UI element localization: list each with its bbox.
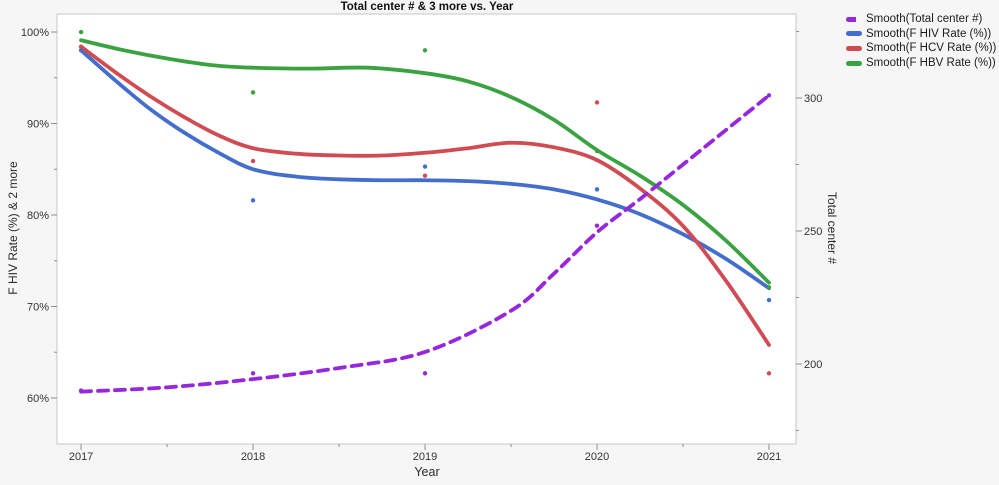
data-points: [78, 29, 772, 393]
axis-ticks: [51, 31, 802, 450]
smooth-lines: [79, 38, 771, 394]
right-axis-title: Total center #: [825, 191, 839, 265]
legend-item-0[interactable]: Smooth(Total center #): [846, 13, 996, 26]
data-point: [594, 223, 600, 228]
left-tick-label: 80%: [27, 210, 49, 222]
data-point: [250, 198, 256, 203]
legend-label: Smooth(F HBV Rate (%)): [866, 57, 996, 70]
x-tick-label: 2021: [757, 451, 781, 463]
data-point: [78, 48, 84, 53]
data-point: [766, 297, 772, 303]
legend: Smooth(Total center #) Smooth(F HIV Rate …: [846, 13, 996, 69]
data-point: [422, 164, 428, 169]
smooth-line-2: [79, 44, 771, 347]
axis-tick-labels: 60% 70% 80% 90% 100% 200 250 300 2017 2018 2019 202…: [21, 27, 823, 463]
data-point: [422, 371, 428, 376]
data-point: [250, 90, 256, 95]
data-point: [78, 29, 84, 35]
legend-item-3[interactable]: Smooth(F HBV Rate (%)): [846, 57, 996, 70]
data-point: [766, 285, 772, 290]
right-tick-label: 250: [804, 226, 822, 238]
legend-label: Smooth(F HCV Rate (%)): [866, 42, 997, 55]
right-tick-label: 200: [804, 359, 822, 371]
legend-swatch-icon: [846, 60, 862, 66]
data-point: [78, 388, 84, 393]
right-tick-label: 300: [804, 93, 822, 105]
data-point: [594, 187, 600, 192]
left-axis-title: F HIV Rate (%) & 2 more: [6, 161, 20, 295]
x-tick-label: 2018: [241, 451, 265, 463]
legend-label: Smooth(Total center #): [866, 13, 983, 26]
left-tick-label: 100%: [21, 27, 49, 39]
legend-swatch-icon: [846, 16, 862, 22]
data-point: [250, 371, 256, 376]
legend-item-2[interactable]: Smooth(F HCV Rate (%)): [846, 42, 996, 55]
legend-label: Smooth(F HIV Rate (%)): [866, 27, 992, 40]
left-tick-label: 90%: [27, 119, 49, 131]
data-point: [422, 48, 428, 53]
smooth-line-0: [79, 93, 771, 394]
x-axis-title: Year: [414, 465, 440, 479]
data-point: [766, 371, 772, 376]
x-tick-label: 2017: [69, 451, 93, 463]
data-point: [766, 93, 772, 98]
data-point: [594, 100, 600, 105]
legend-swatch-icon: [846, 31, 862, 37]
smooth-line-1: [79, 48, 771, 291]
left-tick-label: 60%: [27, 393, 49, 405]
data-point: [78, 44, 84, 49]
x-tick-label: 2020: [585, 451, 609, 463]
data-point: [594, 148, 600, 154]
x-tick-label: 2019: [413, 451, 437, 463]
legend-swatch-icon: [846, 45, 862, 51]
smooth-line-3: [79, 38, 771, 285]
left-tick-label: 70%: [27, 301, 49, 313]
legend-item-1[interactable]: Smooth(F HIV Rate (%)): [846, 28, 996, 41]
chart-title: Total center # & 3 more vs. Year: [340, 1, 514, 13]
data-point: [250, 158, 256, 164]
data-point: [422, 173, 428, 178]
